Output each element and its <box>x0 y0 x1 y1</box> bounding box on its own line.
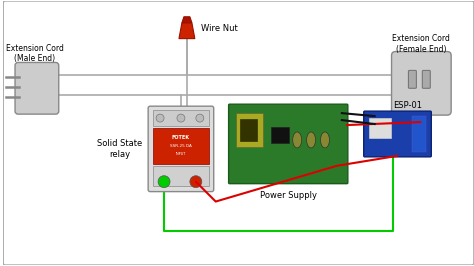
Circle shape <box>177 114 185 122</box>
Bar <box>412 116 426 152</box>
Bar <box>153 128 209 164</box>
Text: Extension Cord
(Male End): Extension Cord (Male End) <box>6 44 64 64</box>
Circle shape <box>190 176 202 188</box>
FancyBboxPatch shape <box>392 52 451 115</box>
FancyBboxPatch shape <box>409 70 416 88</box>
Text: INPUT: INPUT <box>176 152 186 156</box>
Ellipse shape <box>320 132 329 148</box>
Text: Wire Nut: Wire Nut <box>201 24 237 33</box>
Text: Solid State
relay: Solid State relay <box>97 139 142 159</box>
Polygon shape <box>182 17 192 23</box>
Bar <box>239 119 257 141</box>
Circle shape <box>196 114 204 122</box>
Bar <box>236 113 264 147</box>
FancyBboxPatch shape <box>422 70 430 88</box>
FancyBboxPatch shape <box>364 111 431 157</box>
FancyBboxPatch shape <box>15 63 59 114</box>
Circle shape <box>158 176 170 188</box>
Bar <box>271 127 289 143</box>
Text: SSR-25 DA: SSR-25 DA <box>170 144 192 148</box>
FancyBboxPatch shape <box>148 106 214 192</box>
Text: ESP-01: ESP-01 <box>393 101 422 110</box>
Polygon shape <box>179 23 195 39</box>
Text: Power Supply: Power Supply <box>260 191 317 200</box>
Bar <box>153 166 209 186</box>
Circle shape <box>156 114 164 122</box>
FancyBboxPatch shape <box>228 104 348 184</box>
Text: Extension Cord
(Female End): Extension Cord (Female End) <box>392 34 450 53</box>
Bar <box>153 110 209 126</box>
Bar <box>369 118 391 138</box>
Ellipse shape <box>307 132 316 148</box>
Ellipse shape <box>293 132 301 148</box>
Text: FOTEK: FOTEK <box>172 135 190 140</box>
